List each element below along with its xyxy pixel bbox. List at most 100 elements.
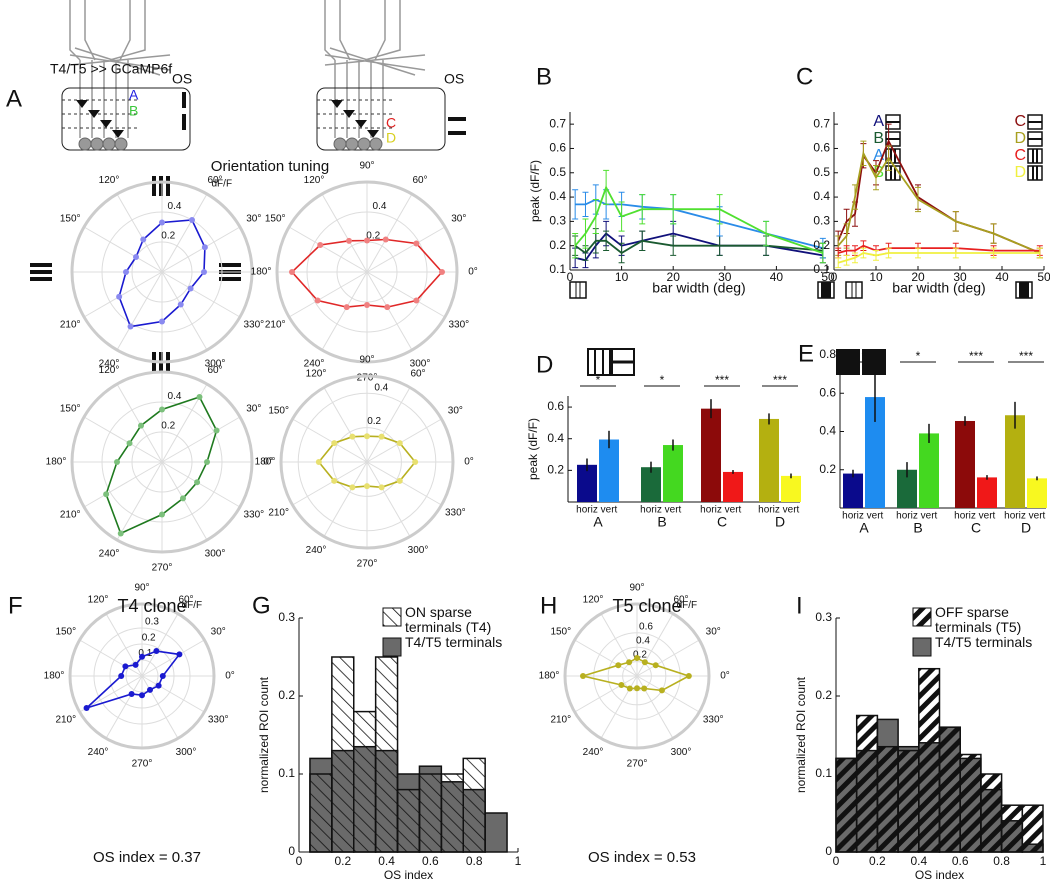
- layer-label: C: [386, 115, 396, 131]
- data-point: [331, 477, 338, 484]
- angle-tick-label: 0°: [720, 671, 730, 682]
- bar: [865, 397, 885, 508]
- y-tick-label: 0.6: [549, 141, 566, 155]
- group-label: B: [913, 520, 922, 536]
- r-tick-label: 0.4: [168, 201, 182, 212]
- x-tick-label: 30: [953, 270, 967, 284]
- y-tick-label: 0.3: [278, 610, 295, 624]
- outer-ring: [563, 602, 711, 750]
- category-label: vert: [725, 505, 742, 516]
- error-bar: [1036, 247, 1043, 259]
- ring: [593, 632, 681, 720]
- outer-ring: [70, 180, 254, 364]
- outer-ring: [70, 370, 254, 554]
- group-label: B: [657, 514, 666, 530]
- ring: [131, 241, 193, 303]
- legend-icon-bar: [1032, 149, 1038, 163]
- legend-label: ON sparse terminals (T4): [405, 605, 492, 635]
- panel-label: G: [252, 592, 271, 619]
- error-bar: [572, 233, 579, 259]
- angle-tick-label: 0°: [464, 457, 474, 468]
- series-line: [837, 252, 1040, 264]
- angle-tick-label: 120°: [304, 175, 325, 186]
- angle-tick-label: 240°: [304, 358, 325, 369]
- data-point: [180, 495, 186, 502]
- layer-label: D: [386, 130, 396, 146]
- data-point: [138, 422, 144, 429]
- significance-label: ***: [773, 373, 787, 387]
- os-label: OS: [444, 71, 464, 87]
- spoke: [105, 675, 143, 739]
- angle-tick-label: 300°: [205, 548, 226, 559]
- angle-tick-label: 90°: [359, 161, 374, 172]
- error-bar: [592, 199, 599, 235]
- data-point: [126, 440, 133, 447]
- error-bar: [885, 145, 892, 171]
- histogram-bar: [1000, 804, 1024, 853]
- legend-swatch: [912, 607, 932, 627]
- data-point: [201, 244, 208, 251]
- data-point: [439, 269, 445, 275]
- error-bar: [885, 247, 892, 259]
- panel-label: C: [796, 63, 813, 90]
- histogram-bar: [897, 749, 920, 853]
- category-label: horiz: [1004, 511, 1026, 522]
- data-point: [140, 236, 147, 243]
- bar: [1027, 478, 1047, 508]
- legend-icon-bar: [1032, 166, 1038, 180]
- spoke: [83, 416, 163, 463]
- angle-tick-label: 210°: [55, 715, 76, 726]
- y-tick-label: 0.3: [813, 214, 830, 228]
- spoke: [321, 193, 368, 273]
- angle-tick-label: 30°: [706, 627, 721, 638]
- legend-label: A: [873, 147, 884, 164]
- data-point: [153, 648, 160, 655]
- data-point: [396, 440, 403, 447]
- spoke: [83, 461, 163, 508]
- legend-swatch: [912, 637, 932, 657]
- data-point: [114, 459, 120, 465]
- data-point: [343, 304, 350, 311]
- y-tick-label: 0.7: [549, 116, 566, 130]
- error-bar: [843, 254, 850, 266]
- y-tick-label: 0: [288, 844, 295, 858]
- spoke: [366, 461, 442, 506]
- group-label: A: [859, 520, 869, 536]
- angle-tick-label: 330°: [243, 320, 264, 331]
- angle-tick-label: 90°: [359, 355, 374, 366]
- data-point: [364, 237, 370, 244]
- ring: [109, 643, 175, 709]
- data-point: [196, 394, 203, 401]
- y-tick-label: 0.6: [813, 141, 830, 155]
- y-tick-label: 0.3: [815, 610, 832, 624]
- data-point: [147, 686, 153, 693]
- x-tick-label: 10: [615, 270, 629, 284]
- x-axis-label: OS index: [384, 868, 433, 882]
- y-axis-label: normalized ROI count: [257, 676, 271, 793]
- x-tick-label: 1: [515, 854, 522, 868]
- x-axis-label: OS index: [915, 868, 964, 882]
- category-label: horiz: [576, 505, 598, 516]
- outer-ring: [275, 180, 459, 364]
- data-point: [159, 219, 165, 226]
- data-point: [289, 269, 295, 275]
- spoke: [366, 387, 411, 463]
- series-line: [837, 139, 1041, 254]
- error-bar: [572, 189, 579, 220]
- panel-label: I: [796, 592, 803, 619]
- data-point: [626, 659, 633, 666]
- category-label: horiz: [954, 511, 976, 522]
- error-bar: [873, 250, 879, 261]
- spoke: [323, 387, 368, 463]
- y-tick-label: 0.1: [813, 262, 830, 276]
- legend-entry: T4/T5 terminals: [935, 635, 1032, 650]
- angle-tick-label: 210°: [265, 320, 286, 331]
- category-label: vert: [1029, 511, 1046, 522]
- histogram-bar: [309, 773, 333, 853]
- data-point: [349, 433, 356, 440]
- error-bar: [639, 194, 646, 225]
- angle-tick-label: 240°: [88, 747, 109, 758]
- histogram-bar: [959, 753, 982, 853]
- layer-label: B: [129, 103, 138, 119]
- y-axis-label: peak (dF/F): [526, 418, 540, 480]
